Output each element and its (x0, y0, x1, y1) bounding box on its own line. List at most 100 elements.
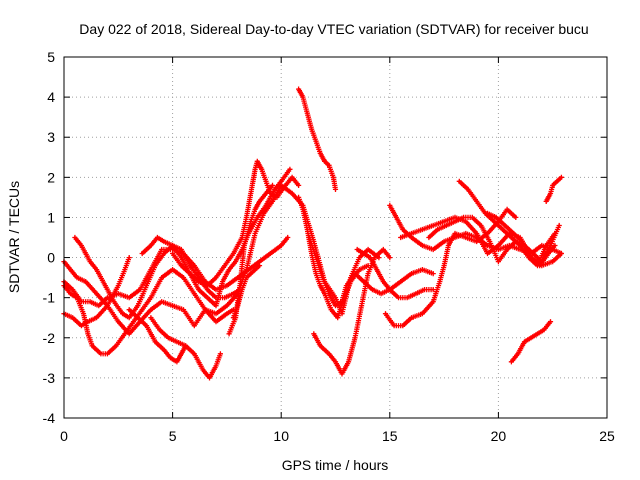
data-point (423, 288, 426, 291)
data-point (128, 308, 131, 311)
data-point (442, 264, 446, 267)
data-point (399, 280, 402, 283)
y-tick-label: -4 (43, 410, 56, 426)
data-point (219, 352, 222, 355)
data-point (501, 228, 504, 231)
data-point (275, 196, 279, 199)
data-point (421, 228, 424, 231)
data-point (505, 208, 509, 211)
data-point (369, 256, 372, 259)
data-point (538, 264, 541, 267)
data-point (347, 360, 350, 363)
data-point (114, 344, 118, 347)
data-point (214, 288, 218, 291)
data-point (249, 220, 252, 223)
data-point (162, 348, 166, 351)
data-point (245, 216, 248, 219)
data-point (180, 264, 183, 267)
data-point (421, 244, 424, 247)
data-point (214, 320, 218, 323)
data-point (123, 332, 127, 335)
data-point (492, 220, 496, 223)
data-point (253, 208, 257, 211)
x-tick-label: 0 (60, 428, 68, 444)
data-point (410, 232, 413, 235)
data-point (362, 252, 365, 255)
data-point (269, 192, 272, 195)
data-point (182, 308, 185, 311)
data-point (197, 288, 200, 291)
data-point (360, 304, 363, 307)
data-point (445, 224, 448, 227)
data-point (306, 112, 309, 115)
data-point (128, 256, 131, 259)
data-point (464, 220, 467, 223)
data-point (555, 180, 559, 183)
data-point (336, 316, 339, 319)
data-point (154, 340, 157, 343)
data-point (160, 300, 163, 303)
data-point (466, 188, 470, 191)
data-point (197, 276, 200, 279)
data-point (247, 268, 250, 271)
data-point (464, 236, 467, 239)
x-tick-label: 25 (599, 428, 615, 444)
data-point (249, 192, 252, 195)
x-tick-label: 15 (382, 428, 398, 444)
data-point (388, 204, 391, 207)
data-point (264, 192, 268, 195)
data-point (175, 340, 179, 343)
data-point (104, 284, 107, 287)
data-point (366, 272, 370, 275)
data-point (280, 180, 283, 183)
data-point (167, 336, 170, 339)
data-point (286, 236, 289, 239)
data-point (138, 288, 142, 291)
data-point (95, 292, 98, 295)
data-point (121, 312, 124, 315)
data-point (410, 272, 413, 275)
axis-tick-labels: 0 5 10 15 20 25 -4 -3 -2 -1 0 1 2 3 4 5 (43, 49, 615, 444)
data-point (345, 284, 348, 287)
data-point (514, 216, 517, 219)
data-point (234, 260, 237, 263)
data-point (232, 252, 235, 255)
data-point (106, 296, 109, 299)
data-point (132, 320, 135, 323)
data-point (149, 296, 153, 299)
data-point (432, 248, 435, 251)
series-trace-12 (296, 86, 339, 192)
data-point (206, 284, 209, 287)
data-point (464, 232, 467, 235)
data-point (486, 252, 489, 255)
data-point (486, 244, 489, 247)
data-point (297, 87, 300, 91)
data-point (353, 272, 357, 275)
data-point (560, 176, 563, 179)
data-point (532, 252, 535, 255)
data-point (180, 256, 183, 259)
data-point (512, 232, 515, 235)
data-point (551, 260, 554, 263)
data-point (175, 360, 179, 363)
data-point (214, 304, 218, 307)
y-tick-label: 1 (47, 209, 55, 225)
data-point (260, 168, 263, 171)
data-point (99, 352, 103, 355)
series-trace-23 (508, 319, 554, 365)
data-point (397, 296, 400, 299)
data-point (145, 324, 148, 327)
data-point (162, 252, 166, 255)
data-point (182, 276, 185, 279)
data-point (453, 216, 457, 219)
data-point (432, 272, 435, 275)
data-point (71, 316, 74, 319)
data-point (382, 248, 385, 251)
data-point (141, 308, 144, 311)
data-point (225, 304, 229, 307)
y-axis-title: SDTVAR / TECUs (6, 181, 22, 293)
data-point (442, 240, 446, 243)
data-point (553, 232, 557, 235)
data-point (253, 168, 257, 171)
